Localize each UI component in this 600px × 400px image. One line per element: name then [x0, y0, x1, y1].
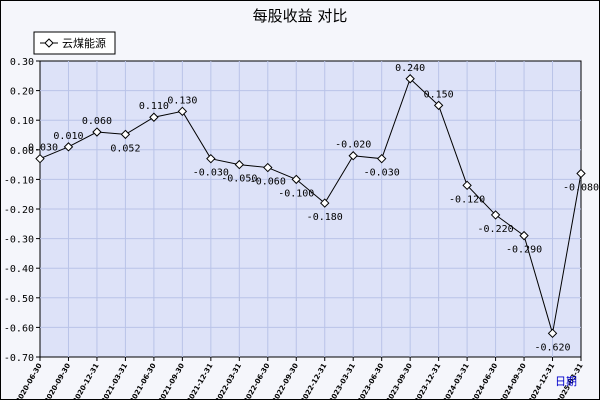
data-point-marker: [92, 127, 102, 137]
data-label: -0.030: [193, 168, 229, 179]
data-label: -0.120: [449, 194, 485, 205]
x-tick-label: 2020-09-30: [43, 362, 72, 400]
data-label: 0.110: [139, 101, 169, 112]
y-tick-label: -0.40: [4, 264, 34, 275]
x-tick-label: 2023-06-30: [356, 362, 385, 400]
data-label: -0.180: [307, 212, 343, 223]
y-tick-label: -0.70: [4, 353, 34, 364]
series-layer: [35, 74, 586, 339]
data-point-marker: [376, 153, 387, 164]
x-tick-label: 2021-03-31: [100, 362, 129, 400]
data-label: -0.080: [563, 182, 599, 193]
data-label: 0.130: [167, 95, 197, 106]
data-point-marker: [547, 328, 558, 339]
y-tick-label: 0.00: [10, 146, 34, 157]
x-tick-label: 2022-12-31: [299, 362, 328, 400]
x-axis-label: 日期: [555, 375, 577, 388]
x-tick-label: 2021-09-30: [157, 362, 186, 400]
data-label: 0.150: [424, 89, 454, 100]
y-tick-label: -0.50: [4, 294, 34, 305]
gridlines: [40, 61, 581, 357]
data-point-marker: [149, 112, 159, 122]
data-point-marker: [320, 198, 330, 208]
x-tick-label: 2020-06-30: [14, 362, 43, 400]
data-point-marker: [177, 106, 188, 117]
legend-marker-icon: [44, 38, 54, 48]
y-tick-label: 0.10: [10, 116, 34, 127]
data-label: -0.030: [22, 143, 58, 154]
legend-label: 云煤能源: [62, 36, 106, 50]
x-tick-label: 2023-12-31: [413, 362, 442, 400]
data-point-marker: [490, 210, 501, 220]
y-tick-label: -0.60: [4, 323, 34, 334]
y-tick-label: -0.20: [4, 205, 34, 216]
x-tick-label: 2020-12-31: [71, 362, 100, 400]
legend: 云煤能源: [33, 31, 116, 55]
x-tick-label: 2024-12-31: [527, 362, 556, 400]
data-point-marker: [433, 100, 444, 111]
x-tick-label: 2023-09-30: [385, 362, 414, 400]
data-label: -0.050: [221, 174, 257, 185]
data-point-marker: [63, 142, 74, 152]
data-label: 0.052: [110, 143, 140, 154]
x-tick-label: 2023-03-31: [328, 362, 357, 400]
data-point-marker: [348, 151, 358, 161]
x-tick-label: 2022-06-30: [242, 362, 271, 400]
x-tick-label: 2024-09-30: [498, 362, 527, 400]
data-point-marker: [519, 230, 529, 241]
y-tick-label: 0.30: [10, 57, 34, 68]
data-label: -0.100: [278, 188, 314, 199]
data-label: -0.020: [335, 140, 371, 151]
data-point-marker: [263, 162, 273, 173]
series-line: [39, 77, 582, 334]
data-labels: -0.0300.0100.0600.0520.1100.130-0.030-0.…: [22, 63, 599, 354]
data-point-marker: [35, 153, 45, 164]
x-tick-label: 2022-03-31: [214, 362, 243, 400]
data-point-marker: [576, 168, 586, 179]
data-point-marker: [206, 153, 216, 164]
data-label: -0.030: [364, 168, 400, 179]
data-point-marker: [462, 180, 472, 191]
data-label: 0.240: [395, 63, 425, 74]
data-label: -0.620: [534, 342, 570, 353]
y-tick-label: -0.30: [4, 235, 34, 246]
data-label: -0.290: [506, 245, 542, 256]
data-point-marker: [291, 174, 301, 185]
x-tick-label: 2024-03-31: [442, 362, 471, 400]
x-tick-label: 2024-06-30: [470, 362, 499, 400]
y-tick-label: -0.10: [4, 175, 34, 186]
data-label: 0.010: [53, 131, 83, 142]
x-tick-label: 2021-12-31: [185, 362, 214, 400]
x-tick-label: 2021-06-30: [128, 362, 157, 400]
data-point-marker: [120, 129, 131, 140]
x-tick-label: 2022-09-30: [271, 362, 300, 400]
data-point-marker: [405, 74, 415, 84]
data-label: -0.220: [478, 224, 514, 235]
x-axis: 2020-06-30 2020-09-30 2020-12-31 2021-03-31…: [14, 357, 585, 400]
chart-title: 每股收益 对比: [253, 7, 348, 25]
y-tick-label: 0.20: [10, 87, 34, 98]
data-label: -0.060: [250, 177, 286, 188]
legend-box: [33, 31, 116, 55]
y-axis: 0.30 0.20 0.10 0.00 -0.10 -0.20 -0.30 -0.40 -0.5…: [4, 57, 40, 364]
data-label: 0.060: [82, 116, 112, 127]
data-point-marker: [234, 159, 245, 170]
